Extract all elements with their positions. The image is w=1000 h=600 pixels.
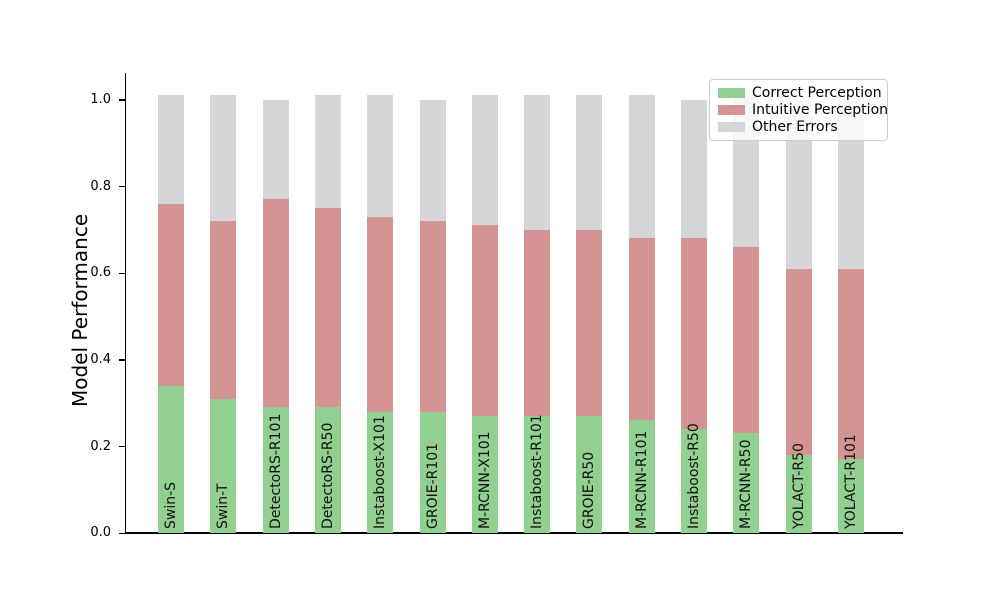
bar-label: Instaboost-X101	[372, 415, 389, 529]
bar-label: M-RCNN-R101	[633, 430, 650, 529]
bar-segment-other-errors	[576, 95, 603, 230]
bar-label: YOLACT-R101	[842, 434, 859, 529]
legend-item: Other Errors	[718, 119, 879, 135]
bar-Instaboost-R50	[681, 99, 707, 533]
bar-segment-correct-perception	[576, 416, 603, 533]
x-axis-spine	[125, 532, 903, 534]
bar-label: Instaboost-R50	[686, 423, 702, 529]
bar-segment-correct-perception	[471, 416, 498, 533]
bar-label: YOLACT-R50	[790, 443, 807, 529]
bar-segment-other-errors	[628, 95, 655, 239]
y-tick-mark	[119, 99, 125, 101]
bar-segment-correct-perception	[419, 411, 446, 533]
bar-segment-intuitive-perception	[262, 199, 289, 408]
bar-segment-other-errors	[524, 95, 551, 230]
y-tick-label: 0.6	[90, 265, 111, 281]
bar-segment-other-errors	[681, 99, 707, 239]
legend-label: Intuitive Perception	[752, 101, 889, 118]
bar-GROIE-R50	[576, 95, 603, 533]
bar-Instaboost-X101	[367, 95, 394, 533]
bar-segment-correct-perception	[681, 429, 707, 533]
y-tick-mark	[119, 272, 125, 274]
y-tick-label: 0.8	[90, 178, 111, 194]
bar-label: Swin-S	[163, 481, 179, 529]
y-axis-spine	[125, 73, 127, 534]
y-tick-label: 0.4	[90, 351, 111, 367]
bar-segment-correct-perception	[262, 407, 289, 533]
bar-label: Swin-T	[215, 483, 232, 529]
bar-segment-other-errors	[314, 95, 341, 209]
legend: Correct Perception Intuitive Perception Ot…	[709, 79, 888, 141]
bar-segment-intuitive-perception	[367, 216, 394, 412]
bar-segment-correct-perception	[785, 455, 812, 533]
y-axis-label: Model Performance	[68, 213, 92, 407]
bar-segment-correct-perception	[367, 411, 394, 533]
bar-segment-intuitive-perception	[471, 225, 498, 417]
bar-DetectoRS-R50	[314, 95, 341, 533]
bar-segment-other-errors	[210, 95, 237, 222]
y-tick-mark	[119, 186, 125, 188]
bar-segment-intuitive-perception	[681, 238, 707, 430]
bar-segment-intuitive-perception	[419, 221, 446, 412]
bar-label: M-RCNN-X101	[476, 431, 493, 529]
bar-Instaboost-R101	[524, 95, 551, 533]
bar-label: Instaboost-R101	[529, 414, 546, 529]
bar-Swin-T	[210, 95, 237, 533]
bar-segment-intuitive-perception	[210, 221, 237, 399]
bar-label: GROIE-R50	[581, 451, 598, 529]
bar-segment-other-errors	[367, 95, 394, 217]
legend-swatch	[718, 104, 745, 115]
y-tick-mark	[119, 359, 125, 361]
bar-M-RCNN-X101	[471, 95, 498, 533]
bar-segment-correct-perception	[158, 385, 184, 533]
y-tick-mark	[119, 445, 125, 448]
bar-segment-correct-perception	[524, 416, 551, 533]
legend-swatch	[718, 122, 745, 133]
bar-label: GROIE-R101	[424, 442, 441, 529]
bar-M-RCNN-R101	[628, 95, 655, 533]
bar-segment-other-errors	[471, 95, 498, 226]
legend-label: Other Errors	[752, 119, 838, 136]
bar-segment-intuitive-perception	[733, 247, 760, 434]
bar-label: DetectoRS-R101	[267, 413, 284, 529]
legend-item: Intuitive Perception	[718, 102, 888, 118]
bar-segment-other-errors	[419, 99, 446, 222]
bar-segment-intuitive-perception	[628, 238, 655, 421]
y-tick-mark	[119, 532, 125, 534]
y-tick-label: 0.2	[90, 438, 111, 454]
bar-label: DetectoRS-R50	[319, 422, 336, 529]
bar-segment-intuitive-perception	[314, 208, 341, 408]
y-tick-label: 1.0	[90, 92, 111, 107]
bar-segment-correct-perception	[210, 398, 237, 533]
legend-item: Correct Perception	[718, 84, 882, 101]
bar-segment-intuitive-perception	[576, 229, 603, 417]
bar-segment-correct-perception	[733, 433, 760, 533]
bar-label: M-RCNN-R50	[738, 439, 755, 529]
bar-segment-other-errors	[158, 95, 184, 204]
legend-swatch	[718, 87, 745, 98]
bar-segment-intuitive-perception	[524, 229, 551, 417]
legend-label: Correct Perception	[752, 84, 882, 101]
y-tick-label: 0.0	[90, 525, 111, 541]
bar-segment-intuitive-perception	[158, 203, 184, 386]
bar-DetectoRS-R101	[262, 99, 289, 533]
bar-Swin-S	[158, 95, 184, 533]
bar-segment-intuitive-perception	[837, 268, 864, 460]
bar-segment-other-errors	[262, 99, 289, 200]
bar-GROIE-R101	[419, 99, 446, 533]
bar-segment-correct-perception	[628, 420, 655, 533]
bar-segment-correct-perception	[314, 407, 341, 533]
bar-segment-correct-perception	[837, 459, 864, 533]
bar-segment-intuitive-perception	[785, 268, 812, 456]
